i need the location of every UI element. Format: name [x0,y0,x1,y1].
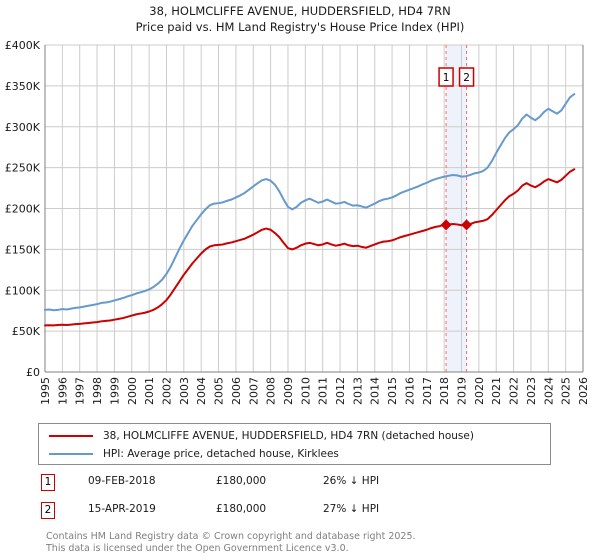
legend-item-property: 38, HOLMCLIFFE AVENUE, HUDDERSFIELD, HD4… [39,427,474,445]
footer-attribution: Contains HM Land Registry data © Crown c… [46,531,586,554]
sale-marker-box [438,67,454,87]
x-axis-tick-label: 2013 [351,377,364,405]
x-axis-tick-label: 2018 [438,377,451,405]
legend-label-hpi: HPI: Average price, detached house, Kirk… [103,448,339,460]
chart-plot-area: £0 £50K £100K £150K £200K £250K £300K £350K £400… [0,36,600,416]
x-axis-tick-label: 2014 [369,377,382,405]
x-axis-tick-label: 2020 [473,377,486,405]
chart-svg: £0 £50K £100K £150K £200K £250K £300K £350K £400… [5,39,590,405]
x-axis-tick-label: 2022 [508,377,521,405]
x-axis-tick-label: 1998 [91,377,104,405]
x-axis-tick-label: 2005 [213,377,226,405]
y-axis-tick-label: £350K [5,80,41,93]
y-axis-tick-label: £50K [12,325,41,338]
title-line-subtitle: Price paid vs. HM Land Registry's House … [135,20,465,34]
x-axis-tick-label: 2008 [265,377,278,405]
x-axis-tick-label: 2011 [317,377,330,405]
x-axis-tick-label: 2009 [282,377,295,405]
x-axis-tick-label: 2002 [160,377,173,405]
transaction-date: 15-APR-2019 [88,503,156,515]
legend-swatch-hpi [49,453,93,455]
x-axis-tick-label: 1996 [56,377,69,405]
y-axis-tick-label: £400K [5,39,41,52]
transaction-hpi-delta: 27% ↓ HPI [323,503,380,515]
x-axis-tick-label: 2007 [247,377,260,405]
footer-line-licence: This data is licensed under the Open Gov… [46,542,349,554]
y-axis-tick-label: £100K [5,284,41,297]
sale-marker-box [458,67,475,87]
x-axis-tick-label: 2016 [403,377,416,405]
y-axis-tick-label: £200K [5,203,41,216]
transaction-date: 09-FEB-2018 [88,475,156,487]
x-axis-tick-label: 2024 [542,377,555,405]
chart-legend: 38, HOLMCLIFFE AVENUE, HUDDERSFIELD, HD4… [38,423,551,465]
sale-point-marker [440,219,452,231]
y-axis-tick-label: £0 [26,366,40,379]
x-axis-tick-label: 2012 [334,377,347,405]
title-line-address: 38, HOLMCLIFFE AVENUE, HUDDERSFIELD, HD4… [149,4,451,18]
transaction-hpi-delta: 26% ↓ HPI [323,475,380,487]
transaction-price: £180,000 [216,475,267,487]
x-axis-tick-label: 2003 [178,377,191,405]
x-axis-tick-label: 2025 [560,377,573,405]
sale-marker-box-number: 1 [443,72,450,84]
page-title: 38, HOLMCLIFFE AVENUE, HUDDERSFIELD, HD4… [0,3,600,35]
legend-swatch-property [49,435,93,437]
transaction-price: £180,000 [216,503,267,515]
y-axis-tick-label: £300K [5,121,41,134]
x-axis-tick-label: 2006 [230,377,243,405]
x-axis-tick-label: 2000 [126,377,139,405]
legend-item-hpi: HPI: Average price, detached house, Kirk… [39,445,339,463]
transaction-marker-number: 2 [41,502,55,519]
sale-point-marker [461,219,473,231]
footer-line-copyright: Contains HM Land Registry data © Crown c… [46,531,416,542]
x-axis-tick-label: 2001 [143,377,156,405]
transaction-marker-number: 1 [41,474,55,491]
x-axis-tick-label: 2023 [525,377,538,405]
x-axis-tick-label: 2015 [386,377,399,405]
x-axis-tick-label: 2021 [490,377,503,405]
x-axis-tick-label: 1997 [74,377,87,405]
y-axis-tick-label: £150K [5,243,41,256]
x-axis-tick-label: 1995 [39,377,52,405]
series-line-hpi [44,93,576,312]
x-axis-tick-label: 2010 [299,377,312,405]
y-axis-tick-label: £250K [5,162,41,175]
x-axis-tick-label: 1999 [108,377,121,405]
sale-marker-box-number: 2 [463,72,470,84]
legend-label-property: 38, HOLMCLIFFE AVENUE, HUDDERSFIELD, HD4… [103,430,474,442]
series-line-property [44,168,576,327]
x-axis-tick-label: 2026 [577,377,590,405]
x-axis-tick-label: 2004 [195,377,208,405]
x-axis-tick-label: 2017 [421,377,434,405]
x-axis-tick-label: 2019 [456,377,469,405]
